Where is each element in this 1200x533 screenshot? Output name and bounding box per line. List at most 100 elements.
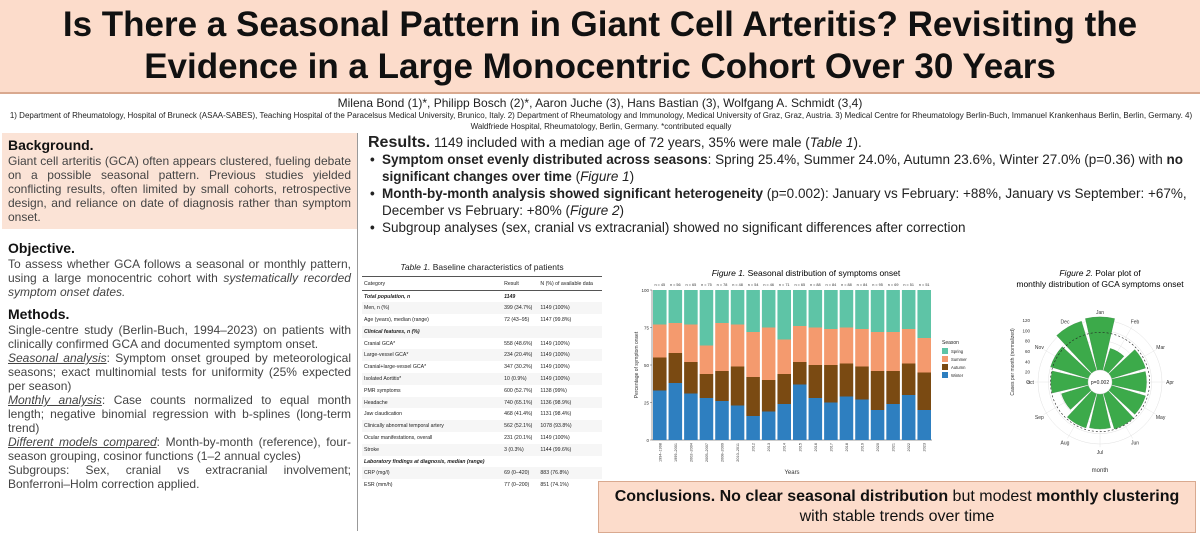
r-tick-label: 120 (1022, 318, 1030, 323)
month-label: Apr (1166, 380, 1174, 386)
table-cell: 77 (0–200) (504, 482, 530, 489)
table-cell: 1149 (504, 293, 516, 300)
x-tick-label: 2021 (892, 443, 896, 451)
table-cell: Cranial GCA* (364, 340, 396, 347)
bar-n-label: n = 84 (826, 283, 837, 287)
x-tick-label: 2005–2007 (705, 443, 709, 462)
bar-n-label: n = 56 (670, 283, 681, 287)
y-tick-label: 0 (646, 438, 649, 443)
r-tick-label: 20 (1025, 370, 1031, 375)
legend-swatch-winter (942, 372, 948, 378)
bar-n-label: n = 75 (701, 283, 712, 287)
table-cell: 69 (0–420) (502, 467, 539, 480)
legend-title: Season (942, 340, 959, 346)
legend-label-autumn: Autumn (951, 365, 966, 370)
y-tick-label: 75 (644, 326, 650, 331)
table-cell (538, 325, 602, 338)
title-band: Is There a Seasonal Pattern in Giant Cel… (0, 0, 1200, 94)
table-cell: Stroke (362, 443, 503, 456)
table-cell: 1149 (100%) (538, 302, 602, 315)
bar-n-label: n = 69 (888, 283, 899, 287)
table-cell: 883 (76.8%) (538, 467, 602, 480)
table-cell: 1149 (100%) (540, 434, 570, 441)
bar-segment-autumn (839, 363, 854, 397)
bar-segment-winter (684, 393, 698, 440)
table-row: Cranial+large-vessel GCA* 347 (30.2%) 1149… (362, 361, 602, 373)
table-cell: Isolated Aortitis* (362, 373, 503, 385)
table-cell: 1144 (99.6%) (538, 443, 602, 456)
bar-segment-autumn (886, 371, 900, 404)
bar-n-label: n = 54 (748, 283, 759, 287)
x-tick-label: 2020 (876, 443, 880, 451)
x-tick-label: 2018 (845, 443, 849, 451)
results-bullet-seasons: Symptom onset evenly distributed across … (368, 151, 1198, 185)
bar-segment-winter (761, 411, 776, 440)
table-cell: 1147 (99.8%) (540, 316, 572, 323)
bar-segment-winter (715, 401, 729, 440)
bar-segment-spring (839, 290, 854, 328)
table-cell: 72 (43–95) (504, 316, 530, 323)
bar-segment-winter (730, 405, 745, 440)
bar-segment-spring (886, 290, 900, 332)
bar-segment-summer (653, 324, 667, 358)
table-cell: 231 (20.1%) (504, 434, 533, 441)
table-cell: 1078 (93.8%) (538, 420, 602, 433)
table-1: Table 1. Baseline characteristics of pat… (362, 262, 602, 533)
x-tick-label: 2016 (814, 443, 818, 451)
legend-swatch-autumn (942, 364, 948, 370)
table-caption: Table 1. Baseline characteristics of pat… (400, 262, 564, 272)
month-label: Aug (1061, 441, 1070, 447)
month-label: Sep (1035, 415, 1044, 421)
mean-reference-circle (1050, 332, 1150, 432)
r-tick-label: 60 (1025, 349, 1031, 354)
table-cell: 558 (48.6%) (504, 340, 533, 347)
bar-segment-summer (715, 323, 729, 371)
bar-segment-winter (699, 398, 714, 440)
bar-segment-winter (824, 402, 838, 440)
bar-segment-winter (886, 404, 900, 440)
bar-segment-autumn (684, 362, 698, 394)
bar-segment-winter (808, 398, 823, 440)
table-row: Clinically abnormal temporal artery 562 (… (362, 420, 602, 433)
table-cell: PMR symptoms (364, 387, 401, 394)
methods-intro: Single-centre study (Berlin-Buch, 1994–2… (8, 323, 351, 351)
x-axis-label: Years (784, 470, 799, 476)
table-cell: Age (years), median (range) (364, 316, 429, 323)
bar-n-label: n = 88 (810, 283, 821, 287)
objective-text: To assess whether GCA follows a seasonal… (8, 257, 351, 299)
bar-segment-autumn (824, 365, 838, 403)
bar-segment-summer (808, 327, 823, 365)
methods-section: Methods. Single-centre study (Berlin-Buc… (8, 306, 351, 491)
bar-segment-autumn (870, 371, 885, 410)
legend-label-spring: Spring (951, 349, 964, 354)
table-cell: Men, n (%) (362, 302, 503, 315)
bar-n-label: n = 51 (919, 283, 930, 287)
table-cell: 468 (41.4%) (504, 411, 533, 418)
polar-wedge-aug (1067, 381, 1101, 429)
figure-2-caption-text-a: Polar plot of (1093, 268, 1141, 278)
methods-monthly: Monthly analysis: Case counts normalized… (8, 393, 351, 435)
results-intro: Results. 1149 included with a median age… (368, 134, 862, 151)
month-label: Nov (1035, 345, 1044, 351)
bar-n-label: n = 45 (654, 283, 665, 287)
r-tick-label: 80 (1025, 339, 1031, 344)
bar-n-label: n = 84 (857, 283, 868, 287)
table-cell: Cranial+large-vessel GCA* (364, 364, 427, 371)
bar-segment-spring (777, 290, 791, 340)
bar-segment-winter (746, 416, 760, 440)
poster-title: Is There a Seasonal Pattern in Giant Cel… (62, 5, 1138, 86)
month-label: Dec (1061, 319, 1070, 325)
bar-segment-summer (901, 329, 916, 364)
bar-segment-spring (824, 290, 838, 329)
results-bullet-subgroups: Subgroup analyses (sex, cranial vs extra… (368, 219, 1198, 236)
table-cell: 10 (0.9%) (502, 373, 539, 385)
right-column: Results. 1149 included with a median age… (362, 134, 1198, 533)
legend-label-winter: Winter (951, 373, 964, 378)
table-row: Isolated Aortitis* 10 (0.9%) 1149 (100%) (362, 373, 602, 385)
table-header-cell: N (%) of available data (538, 276, 602, 291)
polar-wedge-dec (1056, 321, 1101, 383)
x-tick-label: 1994–1998 (658, 443, 662, 462)
table-cell: Total population, n (364, 293, 411, 300)
figure-1-caption-text: Seasonal distribution of symptoms onset (745, 268, 901, 278)
bar-segment-summer (777, 339, 791, 374)
